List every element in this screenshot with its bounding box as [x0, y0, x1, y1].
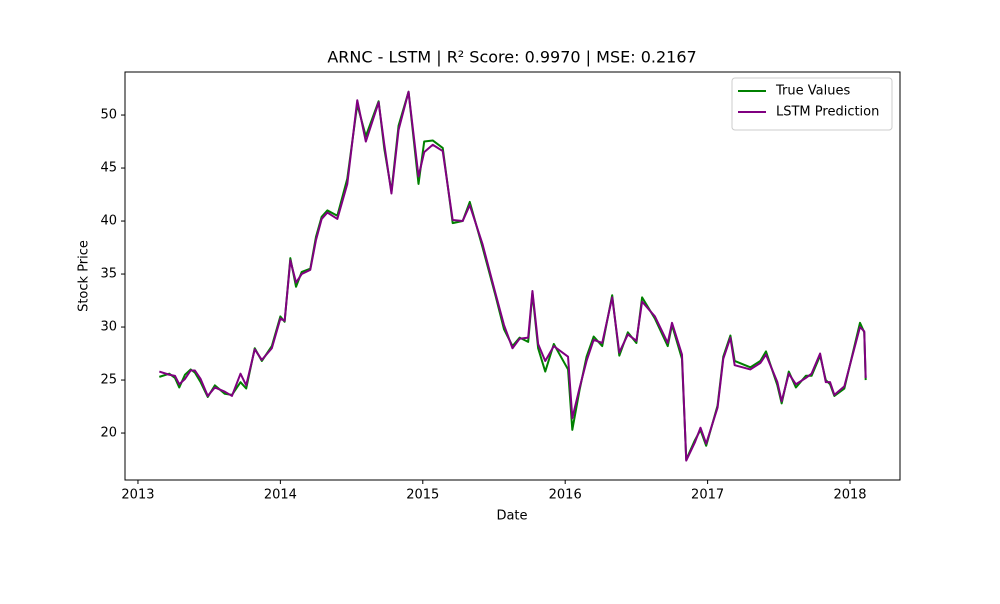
x-tick-label: 2013 — [121, 488, 154, 503]
legend-box — [731, 77, 893, 131]
legend-label: True Values — [775, 84, 850, 99]
x-axis-label: Date — [496, 509, 527, 524]
x-tick-label: 2017 — [691, 488, 724, 503]
x-tick-label: 2016 — [549, 488, 582, 503]
y-tick-label: 50 — [100, 108, 117, 123]
y-tick-label: 35 — [100, 267, 117, 282]
series-line — [159, 90, 867, 462]
plot-frame — [124, 71, 901, 481]
x-tick-label: 2018 — [833, 488, 866, 503]
chart-title: ARNC - LSTM | R² Score: 0.9970 | MSE: 0.… — [327, 48, 696, 67]
y-tick-label: 45 — [100, 161, 117, 176]
y-tick-label: 30 — [100, 320, 117, 335]
legend-label: LSTM Prediction — [776, 105, 879, 120]
y-tick-label: 20 — [100, 426, 117, 441]
x-tick-label: 2015 — [406, 488, 439, 503]
y-tick-label: 25 — [100, 373, 117, 388]
x-tick-label: 2014 — [264, 488, 297, 503]
y-axis-label: Stock Price — [77, 240, 92, 312]
y-tick-label: 40 — [100, 214, 117, 229]
